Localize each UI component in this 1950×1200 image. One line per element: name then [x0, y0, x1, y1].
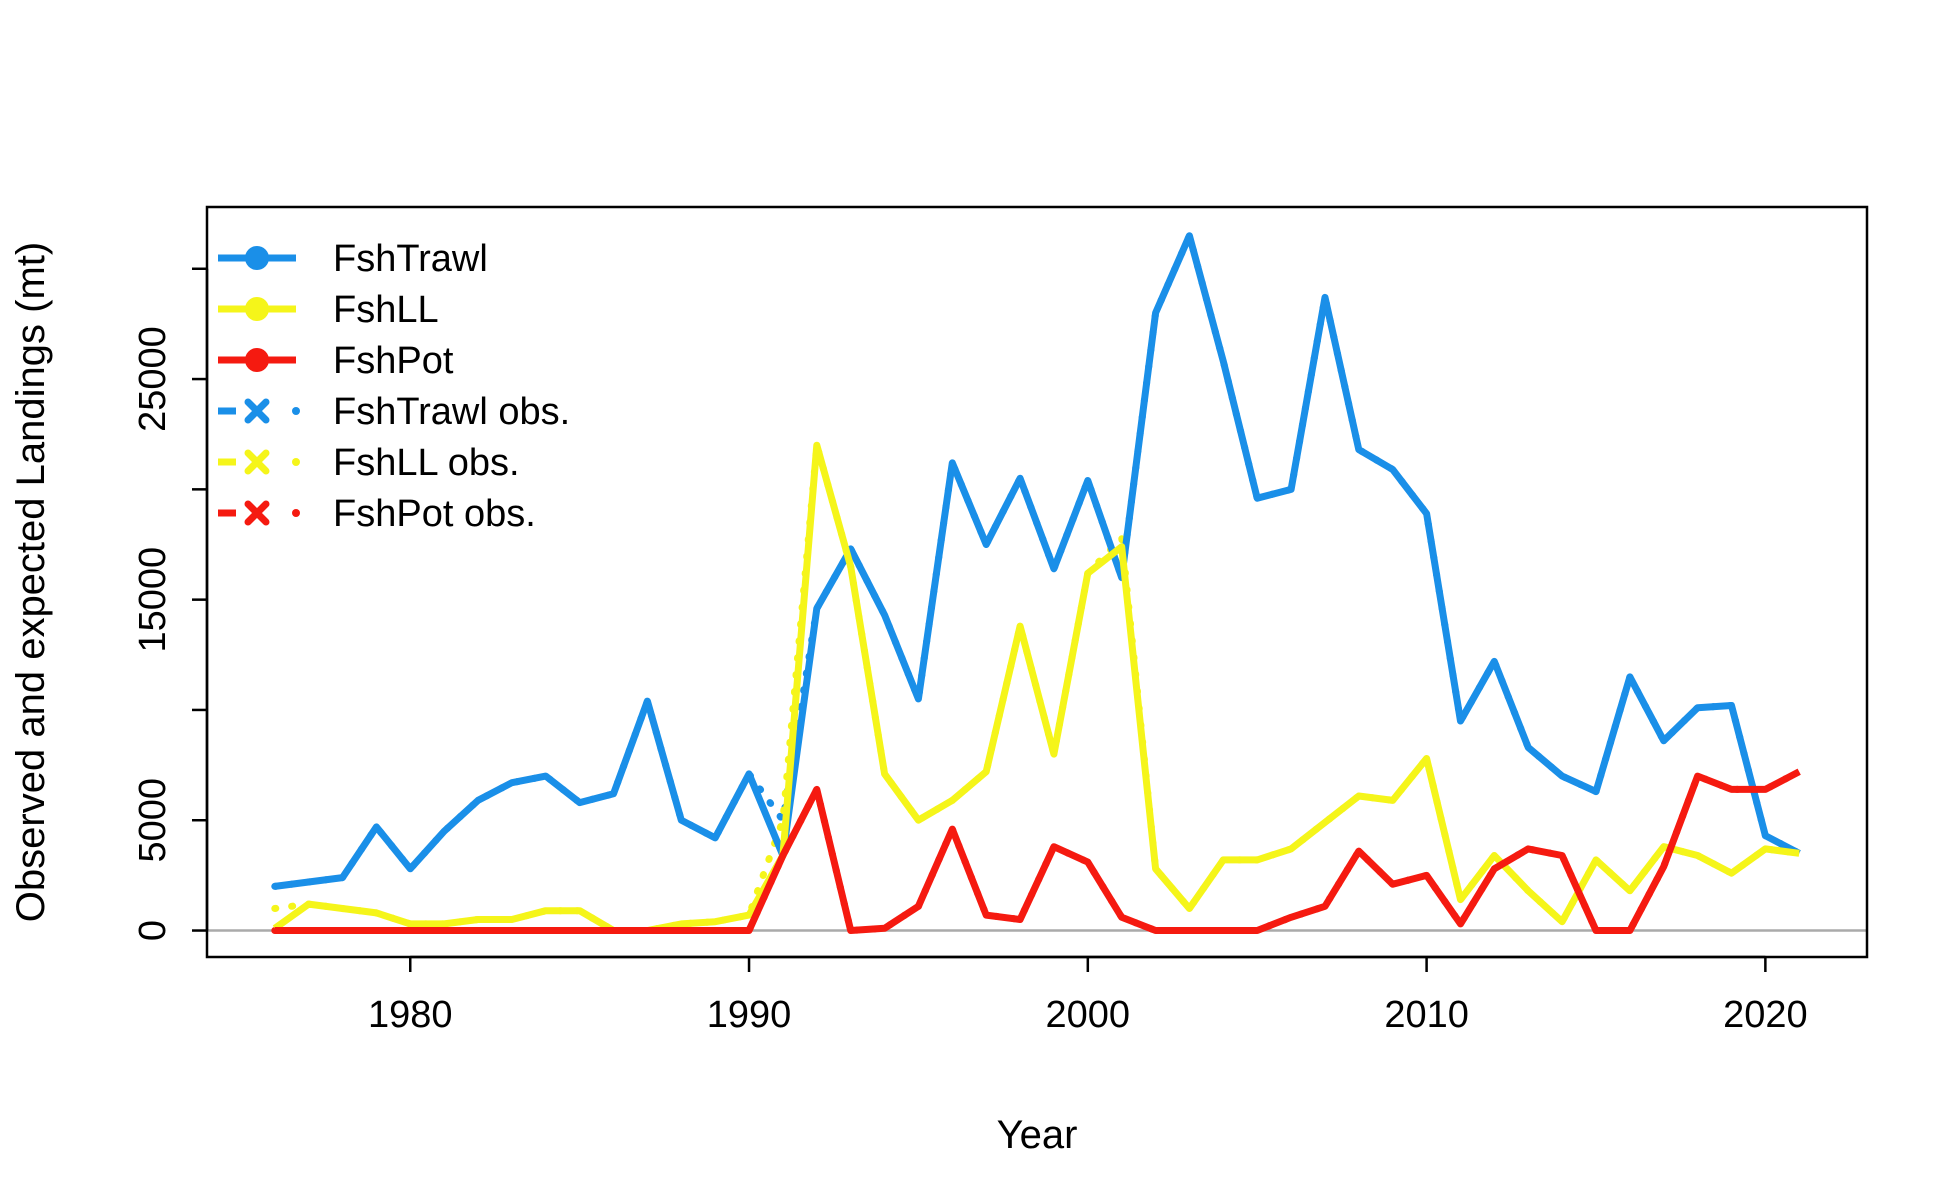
y-axis: 0 5000 15000 25000: [132, 267, 209, 941]
legend-label: FshTrawl obs.: [333, 391, 570, 433]
y-tick-label: 25000: [132, 326, 174, 432]
series-line-fshtrawl: [274, 232, 1801, 890]
plot-frame: [205, 205, 1869, 959]
y-axis-title: Observed and expected Landings (mt): [9, 242, 53, 922]
legend-item: FshTrawl obs.: [218, 391, 570, 433]
x-tick-label: 2000: [1046, 994, 1131, 1036]
legend-label: FshLL obs.: [333, 442, 520, 484]
legend-dot: [292, 509, 300, 517]
x-tick-label: 2020: [1723, 994, 1808, 1036]
x-tick-label: 2010: [1384, 994, 1469, 1036]
legend-item: FshPot obs.: [218, 493, 536, 535]
legend-point-marker: [245, 246, 269, 270]
legend-item: FshLL obs.: [218, 442, 520, 484]
series-line-fshll: [272, 441, 1800, 934]
y-tick-label: 15000: [132, 547, 174, 653]
legend-cross-marker: [244, 449, 270, 475]
x-axis-title: Year: [997, 1113, 1078, 1157]
legend-dot: [292, 458, 300, 466]
series-layer: [207, 232, 1867, 934]
x-tick-label: 1990: [707, 994, 792, 1036]
legend-cross-marker: [244, 500, 270, 526]
y-tick-label: 0: [132, 920, 174, 941]
legend-item: FshPot: [218, 340, 454, 382]
legend-label: FshTrawl: [333, 238, 488, 280]
legend-point-marker: [245, 297, 269, 321]
series-line-fshpot: [274, 768, 1801, 934]
x-axis: 1980 1990 2000 2010 2020: [368, 955, 1808, 1036]
x-tick-label: 1980: [368, 994, 453, 1036]
legend-item: FshTrawl: [218, 238, 488, 280]
legend-cross-marker: [244, 398, 270, 424]
legend-item: FshLL: [218, 289, 439, 331]
legend-label: FshPot: [333, 340, 454, 382]
legend-label: FshPot obs.: [333, 493, 536, 535]
legend-point-marker: [245, 348, 269, 372]
y-tick-label: 5000: [132, 778, 174, 863]
legend-label: FshLL: [333, 289, 439, 331]
legend-dot: [292, 407, 300, 415]
legend: FshTrawl FshLL FshPot FshTrawl obs. FshLL ob…: [218, 238, 570, 535]
